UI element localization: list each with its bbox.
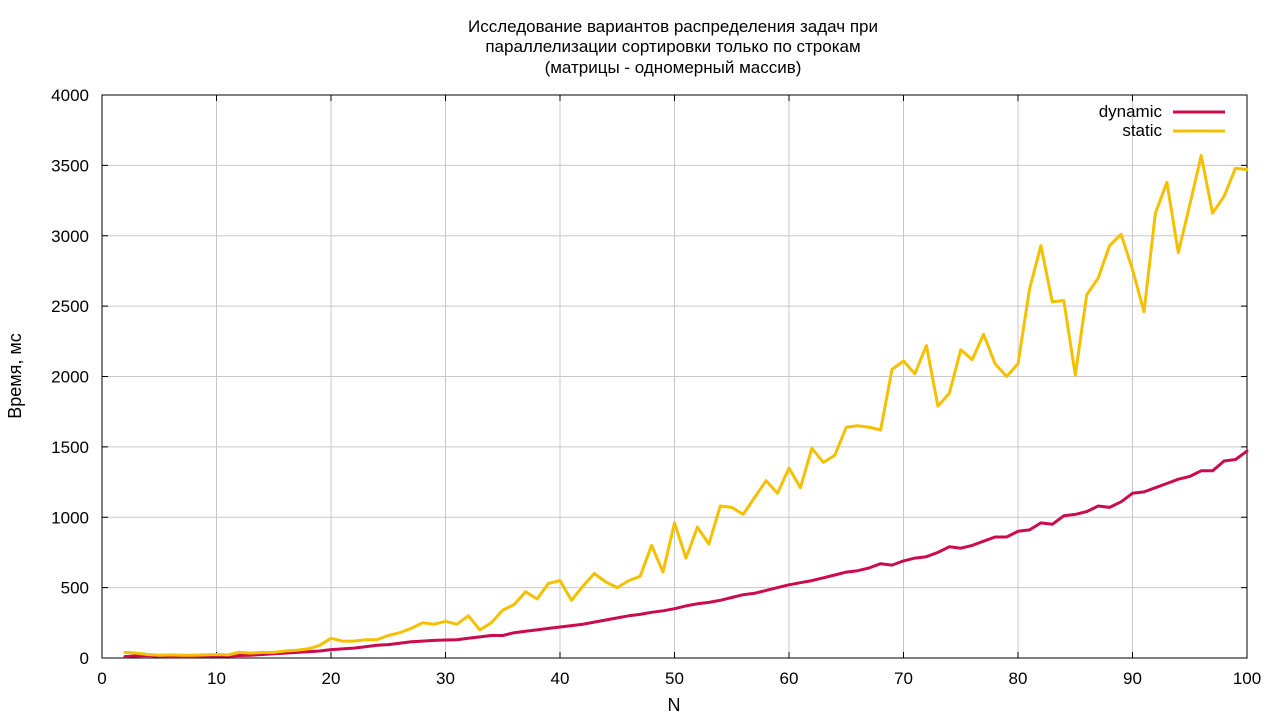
y-tick-label: 1500	[51, 438, 89, 457]
chart-title-line-2: параллелизации сортировки только по стро…	[485, 37, 860, 56]
x-tick-label: 10	[207, 669, 226, 688]
legend-label-dynamic: dynamic	[1099, 102, 1163, 121]
x-tick-label: 60	[780, 669, 799, 688]
x-tick-label: 30	[436, 669, 455, 688]
x-tick-label: 0	[97, 669, 106, 688]
x-tick-label: 40	[551, 669, 570, 688]
y-tick-label: 3000	[51, 227, 89, 246]
x-axis-label: N	[668, 695, 681, 715]
x-tick-label: 50	[665, 669, 684, 688]
y-tick-label: 2000	[51, 368, 89, 387]
chart-title-line-3: (матрицы - одномерный массив)	[545, 58, 802, 77]
y-tick-label: 500	[61, 579, 89, 598]
legend: dynamic static	[1099, 102, 1225, 140]
y-tick-label: 3500	[51, 156, 89, 175]
grid	[102, 95, 1247, 658]
series-group	[123, 154, 1249, 659]
y-tick-label: 1000	[51, 508, 89, 527]
y-tick-label: 4000	[51, 86, 89, 105]
x-tick-label: 20	[322, 669, 341, 688]
y-tick-label: 2500	[51, 297, 89, 316]
ticks: 0 10 20 30 40 50 60 70 80 90 100050010001500200025…	[51, 86, 1261, 688]
legend-label-static: static	[1122, 121, 1162, 140]
chart-title-line-1: Исследование вариантов распределения зад…	[468, 17, 878, 36]
series-line-static	[123, 154, 1249, 657]
series-line-dynamic	[123, 449, 1249, 659]
y-tick-label: 0	[80, 649, 89, 668]
x-tick-label: 100	[1233, 669, 1261, 688]
x-tick-label: 90	[1123, 669, 1142, 688]
x-tick-label: 80	[1009, 669, 1028, 688]
y-axis-label: Время, мс	[5, 333, 25, 419]
x-tick-label: 70	[894, 669, 913, 688]
